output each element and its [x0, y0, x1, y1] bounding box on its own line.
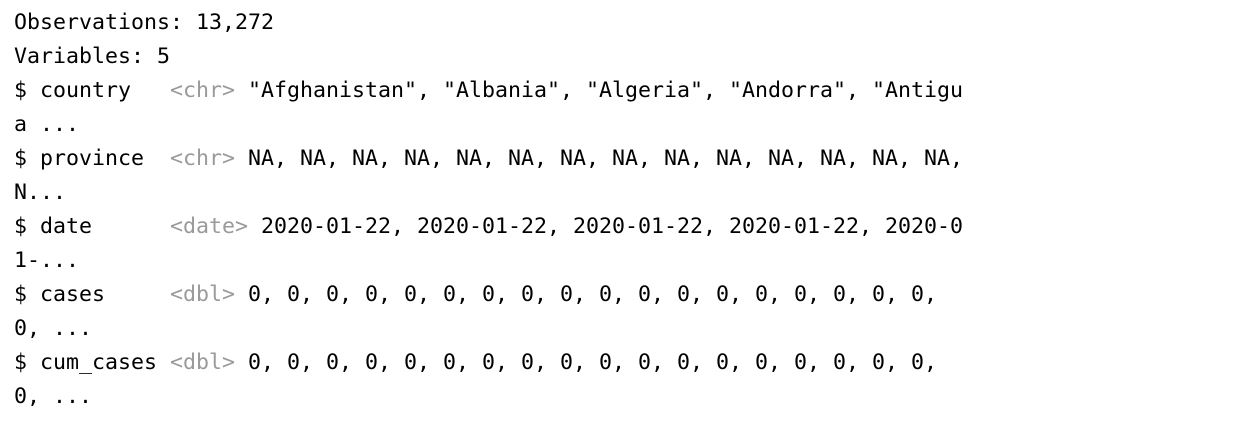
variable-type: <dbl>: [170, 350, 236, 375]
variable-row-cases: $ cases <dbl> 0, 0, 0, 0, 0, 0, 0, 0, 0,…: [14, 278, 1256, 312]
variable-name: $ cases: [14, 282, 171, 307]
variable-wrap-cum-cases: 0, ...: [14, 384, 93, 409]
variable-name: $ province: [14, 146, 171, 171]
variable-type: <dbl>: [170, 282, 236, 307]
variable-values: "Afghanistan", "Albania", "Algeria", "An…: [235, 78, 964, 103]
variable-row-cum-cases: $ cum_cases <dbl> 0, 0, 0, 0, 0, 0, 0, 0…: [14, 346, 1256, 380]
variable-values: 0, 0, 0, 0, 0, 0, 0, 0, 0, 0, 0, 0, 0, 0…: [235, 350, 938, 375]
variable-wrap-province: N...: [14, 180, 67, 205]
variable-name: $ country: [14, 78, 171, 103]
variable-type: <chr>: [170, 78, 236, 103]
variable-type: <chr>: [170, 146, 236, 171]
variable-type: <date>: [170, 214, 249, 239]
variable-row-province: $ province <chr> NA, NA, NA, NA, NA, NA,…: [14, 142, 1256, 176]
variable-name: $ cum_cases: [14, 350, 171, 375]
variable-name: $ date: [14, 214, 171, 239]
variable-wrap-cases: 0, ...: [14, 316, 93, 341]
variable-values: 0, 0, 0, 0, 0, 0, 0, 0, 0, 0, 0, 0, 0, 0…: [235, 282, 938, 307]
observations-line: Observations: 13,272: [14, 10, 275, 35]
variable-wrap-date: 1-...: [14, 248, 80, 273]
variable-row-date: $ date <date> 2020-01-22, 2020-01-22, 20…: [14, 210, 1256, 244]
variable-values: NA, NA, NA, NA, NA, NA, NA, NA, NA, NA, …: [235, 146, 964, 171]
variable-values: 2020-01-22, 2020-01-22, 2020-01-22, 2020…: [248, 214, 964, 239]
variables-line: Variables: 5: [14, 44, 171, 69]
variable-wrap-country: a ...: [14, 112, 80, 137]
variable-row-country: $ country <chr> "Afghanistan", "Albania"…: [14, 74, 1256, 108]
